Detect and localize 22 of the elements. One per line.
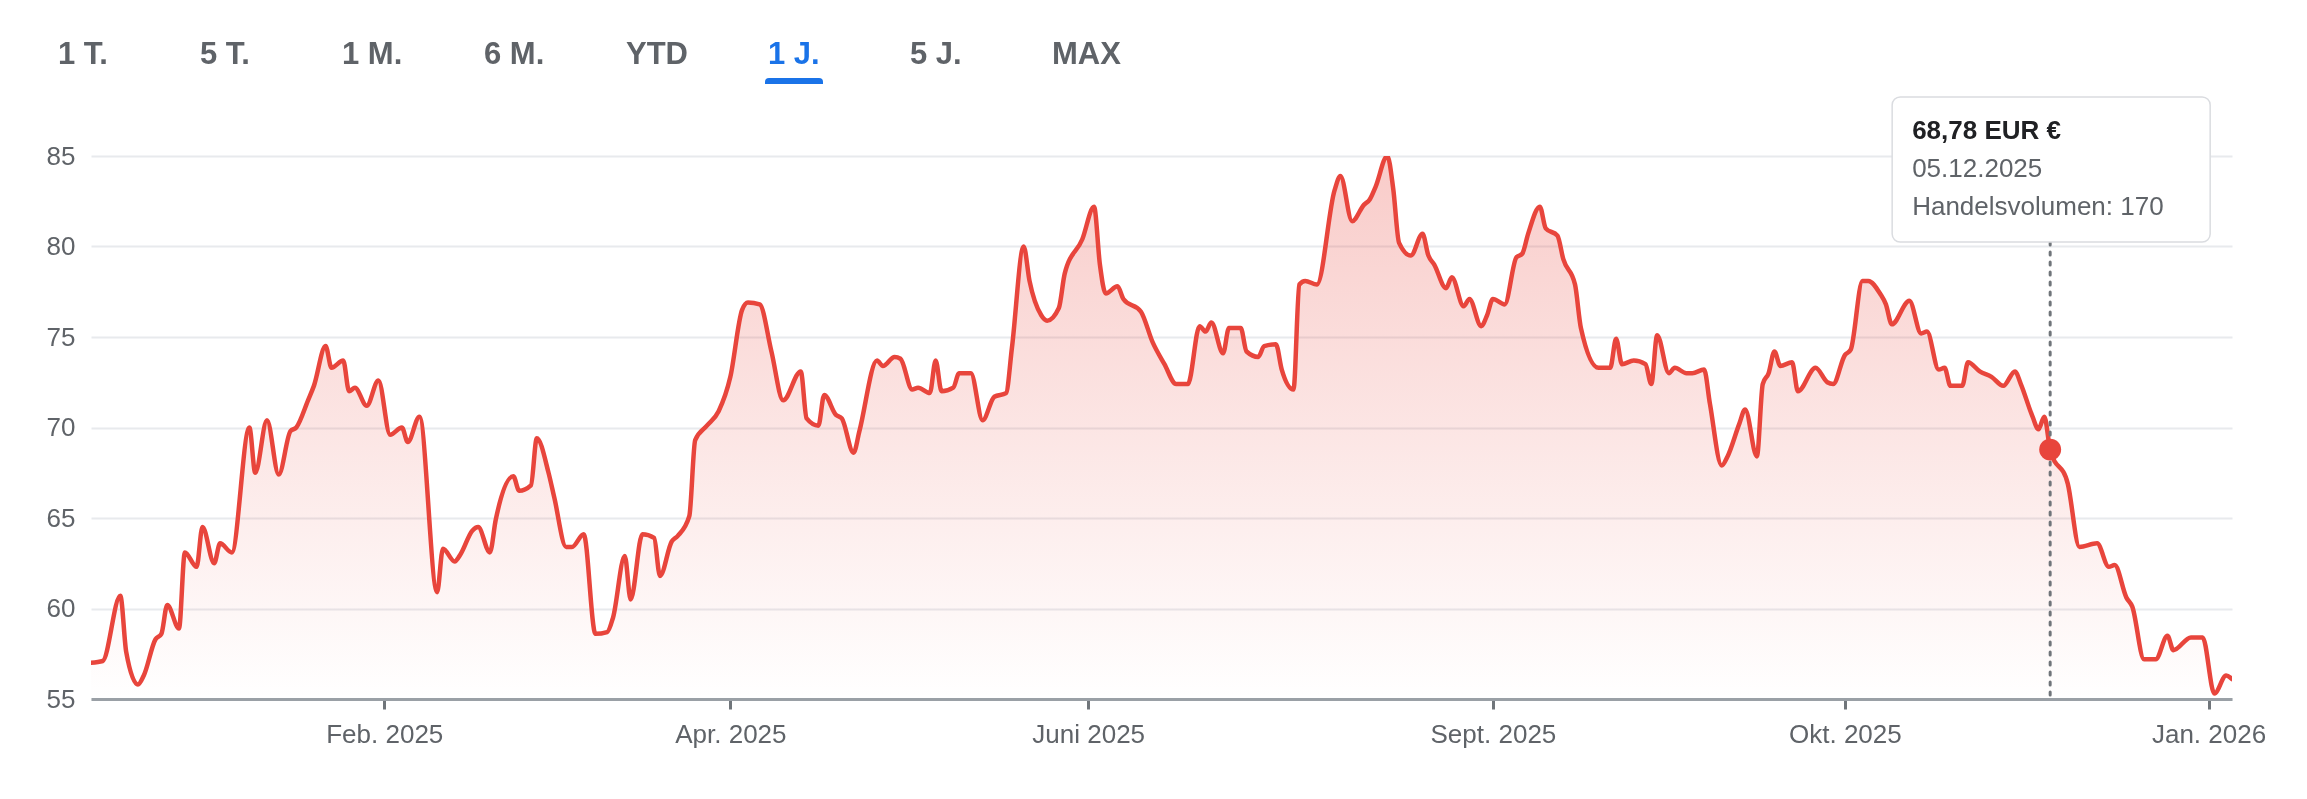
x-tick-label: Feb. 2025	[326, 718, 444, 749]
y-tick-label: 70	[46, 412, 76, 442]
y-tick-label: 60	[46, 593, 76, 623]
x-tick-label: Sept. 2025	[1430, 718, 1557, 749]
y-tick-label: 65	[46, 502, 76, 533]
x-tick-label: Apr. 2025	[675, 718, 787, 749]
y-tick-label: 85	[46, 140, 76, 171]
text: 1 J.	[768, 36, 821, 72]
text: MAX	[1052, 36, 1122, 72]
x-tick-label: Okt. 2025	[1788, 718, 1902, 749]
annotation: 68,78 EUR € 05.12.2025 Handelsvolumen: 170	[1912, 115, 2164, 221]
text: 1 T.	[58, 36, 109, 72]
text: YTD	[626, 36, 689, 72]
x-tick-label: Jan. 2026	[2151, 718, 2267, 749]
y-tick-label: 55	[46, 683, 76, 714]
y-tick-label: 80	[46, 231, 76, 261]
text: 5 J.	[910, 36, 963, 72]
text: 6 M.	[484, 36, 546, 72]
text: 1 M.	[342, 36, 404, 72]
x-tick-label: Juni 2025	[1032, 718, 1146, 749]
text: 5 T.	[200, 36, 251, 72]
y-tick-label: 75	[46, 321, 76, 352]
